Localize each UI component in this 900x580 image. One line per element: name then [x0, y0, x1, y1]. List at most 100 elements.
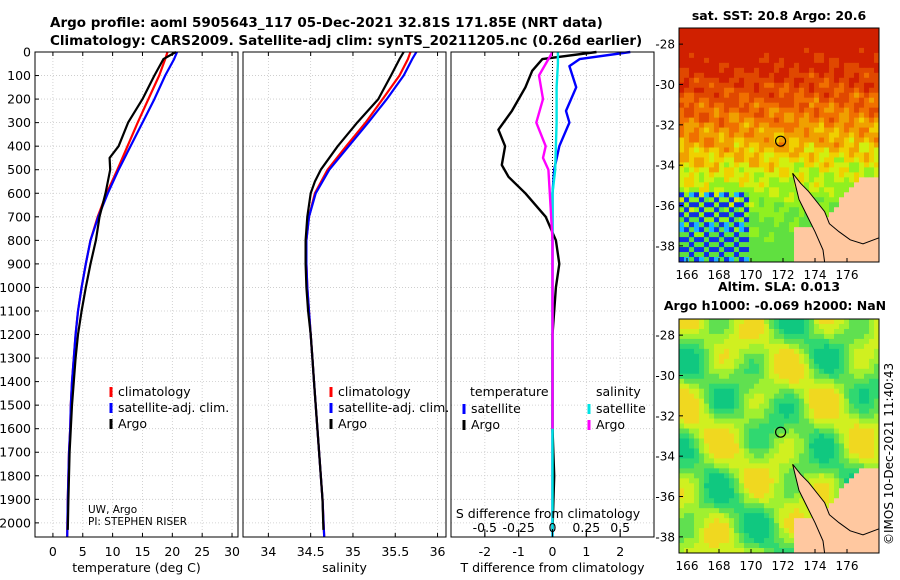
- map-cell: [734, 242, 740, 248]
- map-cell: [679, 543, 685, 549]
- map-cell: [869, 319, 875, 325]
- map-cell: [714, 47, 720, 54]
- map-cell: [874, 443, 880, 449]
- map-cell: [739, 62, 745, 69]
- map-cell: [714, 77, 720, 84]
- map-cell: [734, 57, 740, 64]
- map-cell: [694, 132, 700, 138]
- map-cell: [799, 368, 805, 375]
- map-cell: [739, 393, 745, 400]
- map-cell: [769, 483, 775, 489]
- map-cell: [759, 458, 765, 464]
- map-cell: [719, 122, 725, 128]
- map-cell: [799, 363, 805, 370]
- map-cell: [694, 458, 700, 464]
- map-cell: [809, 62, 815, 69]
- map-cell: [789, 363, 795, 370]
- map-cell: [814, 77, 820, 84]
- map-cell: [794, 252, 800, 258]
- map-cell: [739, 122, 745, 128]
- map-cell: [874, 363, 880, 370]
- map-cell: [779, 453, 785, 459]
- map-cell: [734, 478, 740, 484]
- map-cell: [729, 538, 735, 544]
- map-cell: [714, 67, 720, 74]
- map-cell: [864, 333, 870, 340]
- map-cell: [779, 319, 785, 325]
- map-cell: [714, 398, 720, 405]
- map-cell: [794, 483, 800, 489]
- map-cell: [684, 57, 690, 64]
- map-cell: [804, 418, 810, 424]
- map-cell: [679, 137, 685, 143]
- map-cell: [714, 483, 720, 489]
- map-cell: [719, 353, 725, 360]
- map-cell: [699, 157, 705, 163]
- map-cell: [779, 112, 785, 119]
- map-cell: [779, 227, 785, 233]
- map-cell: [834, 383, 840, 390]
- map-cell: [854, 453, 860, 459]
- map-cell: [829, 177, 835, 183]
- map-cell: [699, 523, 705, 529]
- map-cell: [714, 393, 720, 400]
- map-cell: [684, 77, 690, 84]
- map-cell: [834, 117, 840, 123]
- map-cell: [774, 227, 780, 233]
- map-cell: [704, 92, 710, 99]
- map-cell: [734, 117, 740, 123]
- map-cell: [754, 433, 760, 439]
- map-cell: [804, 107, 810, 114]
- map-cell: [774, 192, 780, 198]
- map-cell: [804, 319, 810, 325]
- map-cell: [739, 242, 745, 248]
- map-cell: [764, 232, 770, 238]
- map-cell: [839, 77, 845, 84]
- map-cell: [754, 348, 760, 355]
- map-cell: [689, 82, 695, 89]
- map-cell: [724, 52, 730, 59]
- map-cell: [864, 28, 870, 34]
- map-cell: [814, 393, 820, 400]
- map-cell: [744, 82, 750, 89]
- map-cell: [839, 87, 845, 94]
- map-cell: [694, 423, 700, 429]
- map-cell: [684, 112, 690, 119]
- map-cell: [689, 468, 695, 474]
- map-cell: [749, 127, 755, 133]
- map-cell: [754, 192, 760, 198]
- map-cell: [844, 72, 850, 79]
- map-cell: [869, 383, 875, 390]
- map-cell: [739, 87, 745, 94]
- map-cell: [864, 147, 870, 153]
- y-tick-label: 400: [7, 139, 31, 154]
- map-cell: [869, 97, 875, 104]
- map-cell: [754, 87, 760, 94]
- map-cell: [834, 107, 840, 114]
- map-cell: [869, 227, 875, 233]
- map-cell: [824, 398, 830, 405]
- map-cell: [809, 428, 815, 434]
- map-cell: [744, 62, 750, 69]
- map-cell: [864, 217, 870, 223]
- map-x-tick-label: 172: [772, 559, 795, 573]
- map-cell: [754, 498, 760, 504]
- map-cell: [749, 453, 755, 459]
- map-cell: [774, 37, 780, 44]
- map-cell: [864, 42, 870, 49]
- map-cell: [679, 172, 685, 178]
- credit-pi: PI: STEPHEN RISER: [88, 516, 187, 528]
- map-cell: [694, 72, 700, 79]
- map-cell: [749, 548, 755, 554]
- map-cell: [709, 52, 715, 59]
- map-cell: [749, 403, 755, 410]
- map-cell: [759, 82, 765, 89]
- map-cell: [839, 112, 845, 119]
- map-cell: [739, 528, 745, 534]
- map-cell: [809, 117, 815, 123]
- map-cell: [744, 408, 750, 414]
- map-cell: [834, 478, 840, 484]
- map-cell: [769, 32, 775, 39]
- series-argo: [304, 51, 405, 530]
- map-cell: [829, 373, 835, 380]
